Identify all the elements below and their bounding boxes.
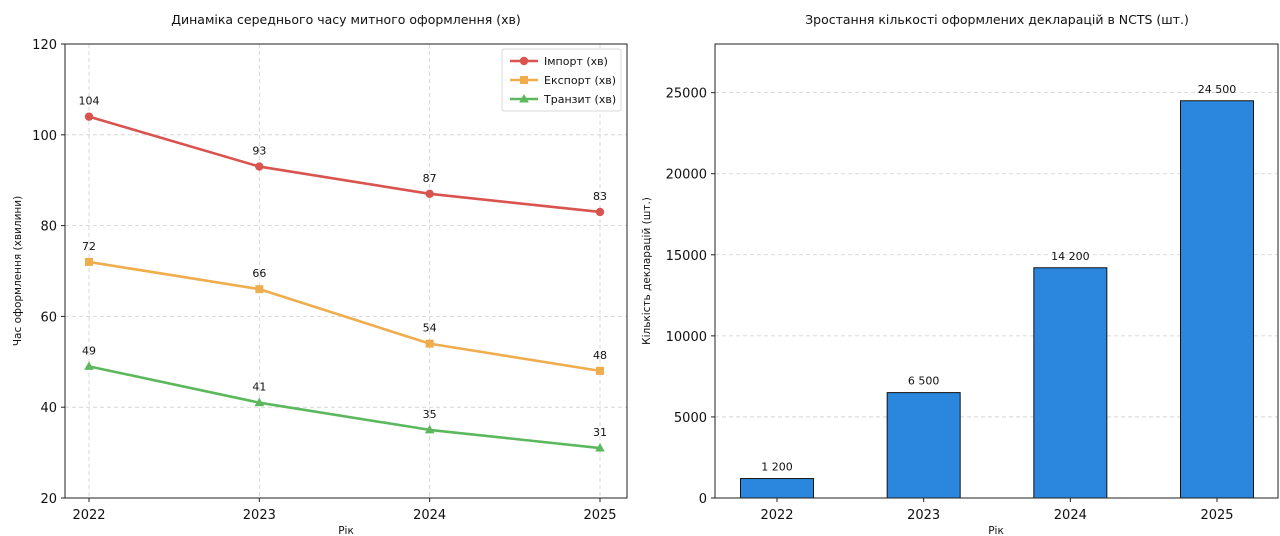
series-marker: [596, 366, 604, 375]
line-chart-legend: Імпорт (хв) Експорт (хв) Транзит (хв): [501, 48, 622, 112]
line-chart-y-tick-label: 80: [40, 220, 57, 235]
line-chart-x-tick-label: 2024: [413, 508, 446, 523]
line-chart-x-axis-label: Рік: [338, 525, 354, 536]
series-marker: [424, 424, 435, 434]
legend-item: Імпорт (хв): [510, 55, 608, 68]
line-chart-y-axis-label: Час оформлення (хвилини): [12, 196, 24, 346]
series-marker: [85, 257, 93, 266]
line-data-label: 54: [423, 322, 437, 335]
line-chart-ticks: 20 40 60 80 100 120 2022 2023 2024 2025: [32, 38, 616, 523]
bar-chart-y-tick-label: 25000: [666, 87, 707, 102]
line-chart-x-tick-label: 2025: [583, 508, 616, 523]
series-line: [88, 365, 601, 450]
bar-data-label: 14 200: [1051, 250, 1090, 263]
legend-item: Експорт (хв): [510, 74, 616, 87]
bar-chart-bars: [740, 100, 1254, 499]
bar: [740, 478, 814, 499]
series-marker: [254, 397, 265, 407]
line-chart-grid: [65, 43, 627, 499]
series-marker: [84, 112, 94, 121]
bar: [1033, 267, 1108, 499]
bar-data-label: 6 500: [908, 375, 940, 388]
line-data-label: 66: [252, 267, 266, 280]
line-chart-y-tick-label: 40: [40, 401, 57, 416]
bar-chart-title: Зростання кількості оформлених деклараці…: [805, 12, 1189, 27]
bar: [886, 392, 961, 499]
line-chart-x-tick-label: 2022: [72, 508, 105, 523]
line-data-label: 48: [593, 349, 607, 362]
line-chart-title: Динаміка середнього часу митного оформле…: [171, 12, 521, 27]
line-data-label: 87: [423, 172, 437, 185]
line-chart-series: [84, 112, 605, 452]
series-marker: [84, 361, 94, 370]
line-chart-data-labels: 104 93 87 83 72 66 54 48 49 41 35 31: [79, 95, 608, 439]
bar-chart-x-tick-label: 2022: [760, 508, 793, 523]
legend-marker: [519, 94, 529, 103]
line-data-label: 83: [593, 190, 607, 203]
series-marker: [255, 285, 264, 294]
bar-chart-x-axis-label: Рік: [988, 525, 1004, 536]
legend-label: Експорт (хв): [544, 74, 616, 87]
bar-chart-x-tick-label: 2024: [1054, 508, 1087, 523]
legend-label: Транзит (хв): [543, 93, 616, 106]
legend-box: [501, 48, 622, 112]
line-series-circle: [84, 112, 605, 217]
bar-chart-y-axis-label: Кількість декларацій (шт.): [641, 197, 653, 345]
bar-chart-y-tick-label: 5000: [674, 411, 707, 426]
bar-data-label: 1 200: [761, 461, 793, 474]
legend-item: Транзит (хв): [510, 93, 616, 106]
legend-label: Імпорт (хв): [544, 55, 608, 68]
line-chart-y-tick-label: 100: [32, 129, 57, 144]
line-chart-y-tick-label: 60: [40, 310, 57, 325]
line-data-label: 41: [252, 381, 266, 394]
line-data-label: 72: [82, 240, 96, 253]
line-data-label: 93: [252, 145, 266, 158]
line-chart: Динаміка середнього часу митного оформле…: [12, 12, 628, 536]
series-line: [88, 115, 601, 214]
line-data-label: 31: [593, 426, 607, 439]
series-line: [88, 260, 601, 373]
line-chart-x-tick-label: 2023: [243, 508, 276, 523]
bar-chart-y-tick-label: 0: [699, 492, 707, 507]
line-data-label: 49: [82, 344, 96, 357]
line-series-triangle: [84, 361, 605, 452]
bar-chart-y-tick-label: 15000: [666, 249, 707, 264]
bar-chart-data-labels: 1 200 6 500 14 200 24 500: [761, 83, 1236, 474]
series-marker: [425, 339, 434, 348]
legend-marker: [519, 56, 529, 66]
line-series-square: [85, 257, 604, 375]
line-chart-y-tick-label: 120: [32, 38, 57, 53]
bar-chart-ticks: 0 5000 10000 15000 20000 25000 2022 2023 2024 202…: [666, 87, 1234, 523]
bar-chart-frame: [714, 43, 1279, 499]
legend-marker: [520, 76, 528, 84]
series-marker: [425, 189, 434, 199]
series-marker: [595, 207, 605, 217]
bar-chart-x-tick-label: 2023: [907, 508, 940, 523]
bar: [1180, 100, 1254, 499]
line-data-label: 104: [79, 95, 100, 108]
series-marker: [255, 162, 264, 171]
bar-chart-y-tick-label: 10000: [666, 330, 707, 345]
bar-chart: Зростання кількості оформлених деклараці…: [641, 12, 1279, 536]
line-chart-frame: [64, 43, 628, 499]
bar-chart-x-tick-label: 2025: [1200, 508, 1233, 523]
line-chart-y-tick-label: 20: [40, 492, 57, 507]
bar-data-label: 24 500: [1198, 83, 1237, 96]
line-data-label: 35: [423, 408, 437, 421]
series-marker: [595, 443, 605, 452]
bar-chart-y-tick-label: 20000: [666, 168, 707, 183]
